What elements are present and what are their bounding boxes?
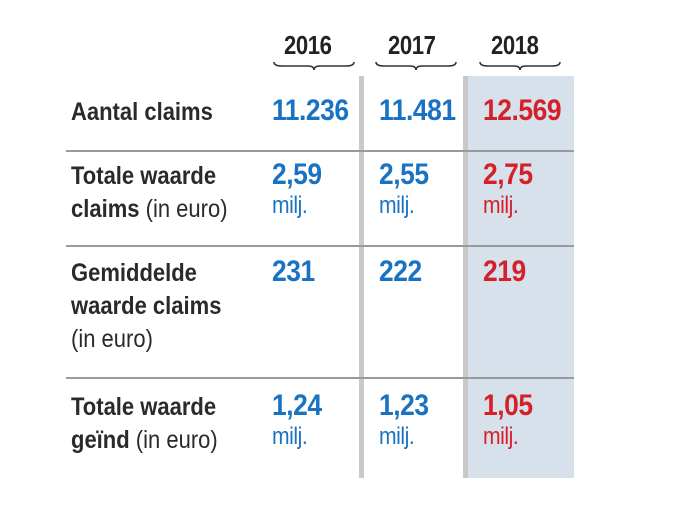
cell-gemiddelde-waarde-2018: 219 (483, 255, 526, 288)
year-brace-2018 (479, 61, 561, 71)
cell-unit: milj. (379, 192, 415, 219)
cell-totale-waarde-geind-2016: 1,24 milj. (272, 389, 322, 452)
cell-value: 1,05 (483, 389, 533, 422)
year-brace-2016 (273, 61, 355, 71)
cell-aantal-claims-2016: 11.236 (272, 94, 349, 127)
row-label-line2-normal: (in euro) (139, 195, 228, 223)
cell-totale-waarde-geind-2018: 1,05 milj. (483, 389, 533, 452)
cell-value: 1,24 (272, 389, 322, 422)
year-header-2018: 2018 (491, 30, 539, 60)
row-label-line2-bold: claims (71, 195, 140, 223)
row-label-aantal-claims: Aantal claims (71, 96, 213, 129)
cell-aantal-claims-2018: 12.569 (483, 94, 562, 127)
row-label-line1: Aantal claims (71, 98, 213, 126)
cell-value: 2,55 (379, 158, 429, 191)
cell-unit: milj. (483, 423, 519, 450)
row-label-totale-waarde-geind: Totale waarde geïnd (in euro) (71, 391, 218, 457)
row-label-line2-bold: waarde claims (71, 292, 222, 320)
cell-gemiddelde-waarde-2016: 231 (272, 255, 315, 288)
year-header-2017: 2017 (388, 30, 436, 60)
row-label-gemiddelde-waarde-claims: Gemiddelde waarde claims (in euro) (71, 257, 221, 356)
year-brace-2017 (375, 61, 457, 71)
row-label-line1: Totale waarde (71, 393, 217, 421)
cell-totale-waarde-geind-2017: 1,23 milj. (379, 389, 429, 452)
cell-unit: milj. (272, 423, 308, 450)
cell-value: 2,75 (483, 158, 533, 191)
row-divider-1 (66, 150, 574, 152)
highlight-column-2018 (468, 76, 574, 478)
row-label-line2-bold: geïnd (71, 426, 130, 454)
year-header-2016: 2016 (284, 30, 332, 60)
cell-totale-waarde-claims-2016: 2,59 milj. (272, 158, 322, 221)
cell-totale-waarde-claims-2018: 2,75 milj. (483, 158, 533, 221)
cell-unit: milj. (483, 192, 519, 219)
cell-aantal-claims-2017: 11.481 (379, 94, 456, 127)
column-separator-1 (359, 76, 364, 478)
cell-unit: milj. (272, 192, 308, 219)
column-separator-2 (463, 76, 468, 478)
row-label-line2-normal: (in euro) (129, 426, 218, 454)
cell-unit: milj. (379, 423, 415, 450)
row-label-line3: (in euro) (71, 325, 153, 353)
cell-value: 2,59 (272, 158, 322, 191)
row-label-line1: Totale waarde (71, 162, 217, 190)
cell-gemiddelde-waarde-2017: 222 (379, 255, 422, 288)
row-divider-2 (66, 245, 574, 247)
row-divider-3 (66, 377, 574, 379)
row-label-totale-waarde-claims: Totale waarde claims (in euro) (71, 160, 228, 226)
cell-value: 1,23 (379, 389, 429, 422)
row-label-line1: Gemiddelde (71, 259, 197, 287)
cell-totale-waarde-claims-2017: 2,55 milj. (379, 158, 429, 221)
